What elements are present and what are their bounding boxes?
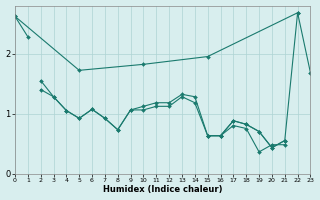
- X-axis label: Humidex (Indice chaleur): Humidex (Indice chaleur): [103, 185, 222, 194]
